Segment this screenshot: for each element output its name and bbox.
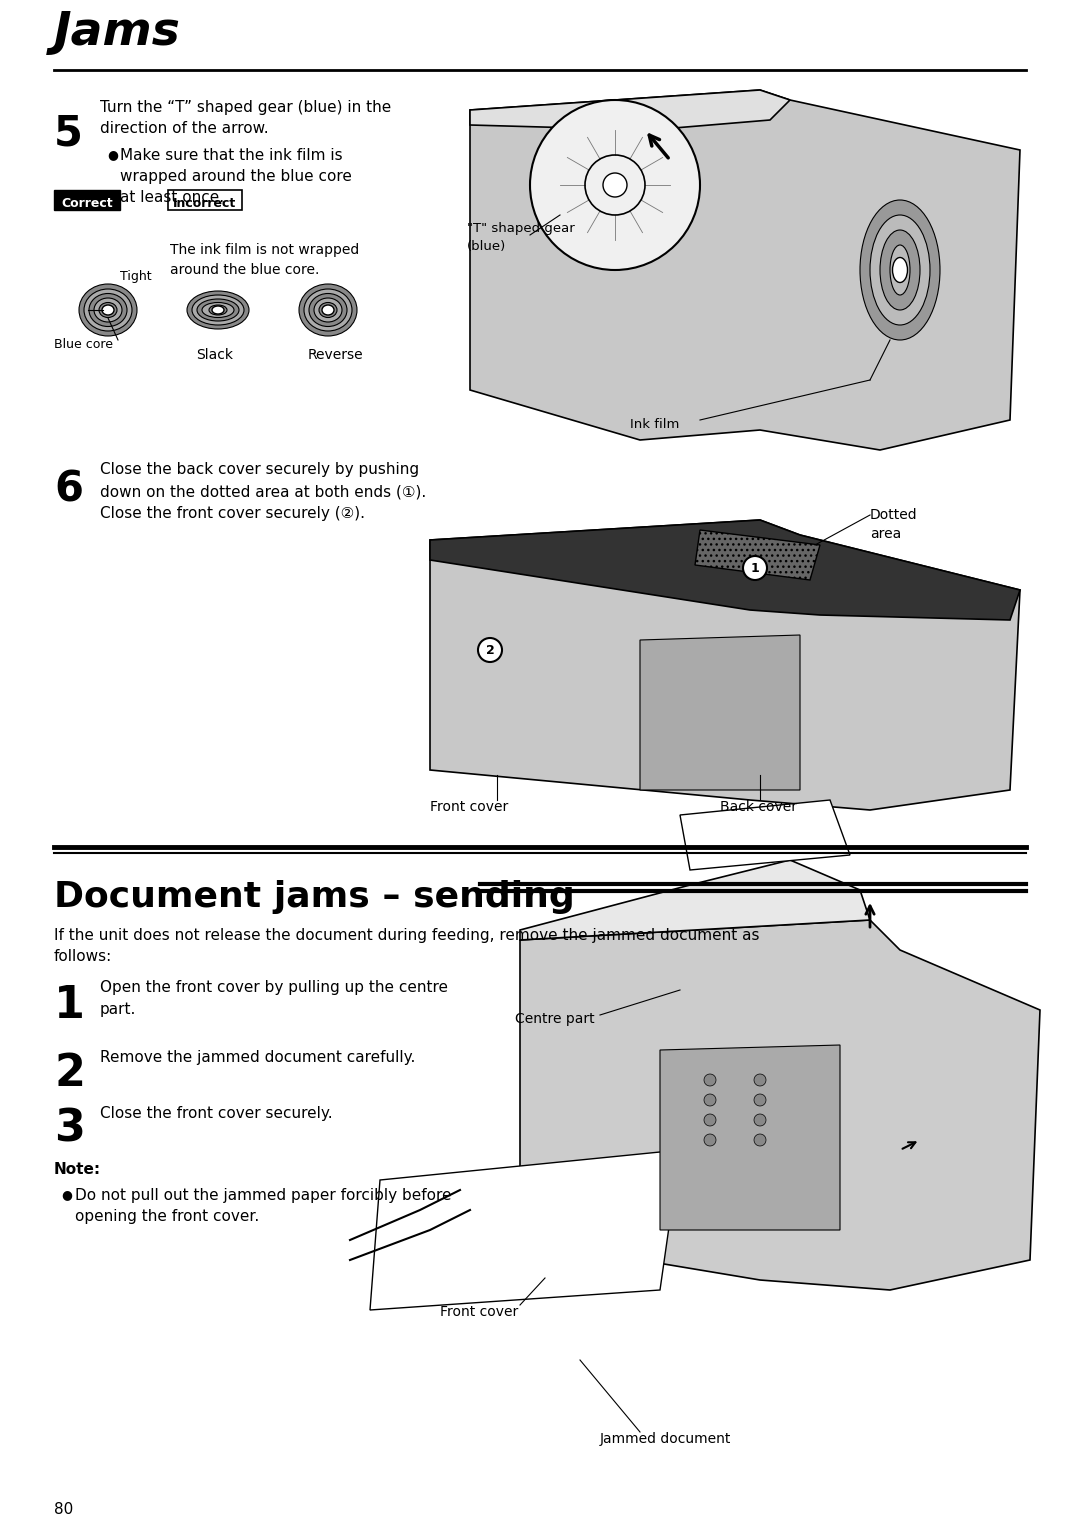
Text: Jammed document: Jammed document	[600, 1431, 731, 1447]
Ellipse shape	[202, 302, 234, 317]
Text: The ink film is not wrapped
around the blue core.: The ink film is not wrapped around the b…	[170, 243, 360, 276]
Polygon shape	[470, 90, 789, 130]
Ellipse shape	[303, 288, 352, 331]
Ellipse shape	[892, 258, 907, 282]
Text: Do not pull out the jammed paper forcibly before
opening the front cover.: Do not pull out the jammed paper forcibl…	[75, 1189, 451, 1224]
Ellipse shape	[309, 293, 347, 327]
Circle shape	[743, 555, 767, 580]
Text: Remove the jammed document carefully.: Remove the jammed document carefully.	[100, 1050, 416, 1065]
Ellipse shape	[319, 302, 337, 317]
Text: Front cover: Front cover	[430, 800, 509, 813]
Text: Reverse: Reverse	[308, 348, 364, 362]
Ellipse shape	[94, 298, 122, 322]
Text: Jams: Jams	[54, 11, 180, 55]
Text: Open the front cover by pulling up the centre
part.: Open the front cover by pulling up the c…	[100, 980, 448, 1018]
Ellipse shape	[192, 295, 244, 325]
Text: Make sure that the ink film is
wrapped around the blue core
at least once.: Make sure that the ink film is wrapped a…	[120, 148, 352, 204]
FancyBboxPatch shape	[168, 191, 242, 211]
Polygon shape	[640, 635, 800, 790]
Text: Slack: Slack	[195, 348, 233, 362]
Polygon shape	[519, 861, 870, 940]
FancyBboxPatch shape	[54, 191, 120, 211]
Circle shape	[478, 638, 502, 662]
FancyArrowPatch shape	[903, 1143, 916, 1149]
Text: Close the back cover securely by pushing
down on the dotted area at both ends (①: Close the back cover securely by pushing…	[100, 462, 427, 522]
Text: Correct: Correct	[62, 197, 112, 211]
Polygon shape	[680, 800, 850, 870]
Ellipse shape	[880, 230, 920, 310]
Ellipse shape	[870, 215, 930, 325]
Text: Turn the “T” shaped gear (blue) in the
direction of the arrow.: Turn the “T” shaped gear (blue) in the d…	[100, 101, 391, 136]
Circle shape	[704, 1134, 716, 1146]
Ellipse shape	[84, 288, 132, 331]
Text: 80: 80	[54, 1502, 73, 1517]
Text: Document jams – sending: Document jams – sending	[54, 881, 575, 914]
Polygon shape	[430, 520, 1020, 810]
FancyArrowPatch shape	[866, 906, 874, 928]
Ellipse shape	[187, 291, 249, 330]
Text: If the unit does not release the document during feeding, remove the jammed docu: If the unit does not release the documen…	[54, 928, 759, 964]
Ellipse shape	[197, 299, 239, 320]
FancyArrowPatch shape	[649, 136, 669, 157]
Text: 2: 2	[54, 1051, 85, 1096]
Text: Front cover: Front cover	[440, 1305, 518, 1318]
Ellipse shape	[299, 284, 357, 336]
Ellipse shape	[860, 200, 940, 340]
Ellipse shape	[99, 302, 117, 317]
Text: Back cover: Back cover	[720, 800, 797, 813]
Text: 1: 1	[751, 562, 759, 574]
Text: 6: 6	[54, 468, 83, 510]
Text: 2: 2	[486, 644, 495, 656]
Text: Blue core: Blue core	[54, 337, 113, 351]
Text: Note:: Note:	[54, 1161, 102, 1177]
Circle shape	[603, 172, 627, 197]
Ellipse shape	[890, 246, 910, 295]
Polygon shape	[370, 1151, 680, 1309]
Ellipse shape	[89, 293, 127, 327]
Ellipse shape	[79, 284, 137, 336]
Text: Tight: Tight	[120, 270, 151, 282]
Polygon shape	[430, 520, 1020, 620]
Ellipse shape	[210, 305, 227, 314]
Text: ●: ●	[60, 1189, 72, 1201]
Text: Centre part: Centre part	[515, 1012, 595, 1025]
Ellipse shape	[102, 305, 114, 314]
Text: 3: 3	[54, 1108, 85, 1151]
Polygon shape	[470, 90, 1020, 450]
Ellipse shape	[314, 298, 342, 322]
Circle shape	[704, 1094, 716, 1106]
Circle shape	[704, 1114, 716, 1126]
Text: Dotted
area: Dotted area	[870, 508, 918, 542]
Text: Ink film: Ink film	[630, 418, 679, 430]
Polygon shape	[660, 1045, 840, 1230]
Text: "T" shaped gear
(blue): "T" shaped gear (blue)	[467, 221, 575, 253]
Text: ●: ●	[107, 148, 118, 162]
Ellipse shape	[322, 305, 334, 314]
Circle shape	[754, 1094, 766, 1106]
Ellipse shape	[212, 307, 224, 314]
Text: 1: 1	[54, 984, 85, 1027]
Circle shape	[530, 101, 700, 270]
Circle shape	[754, 1074, 766, 1087]
Text: 5: 5	[54, 111, 83, 154]
Circle shape	[754, 1114, 766, 1126]
Polygon shape	[519, 920, 1040, 1289]
Polygon shape	[696, 530, 820, 580]
Circle shape	[754, 1134, 766, 1146]
Text: Incorrect: Incorrect	[174, 197, 237, 211]
Text: Close the front cover securely.: Close the front cover securely.	[100, 1106, 333, 1122]
Circle shape	[704, 1074, 716, 1087]
